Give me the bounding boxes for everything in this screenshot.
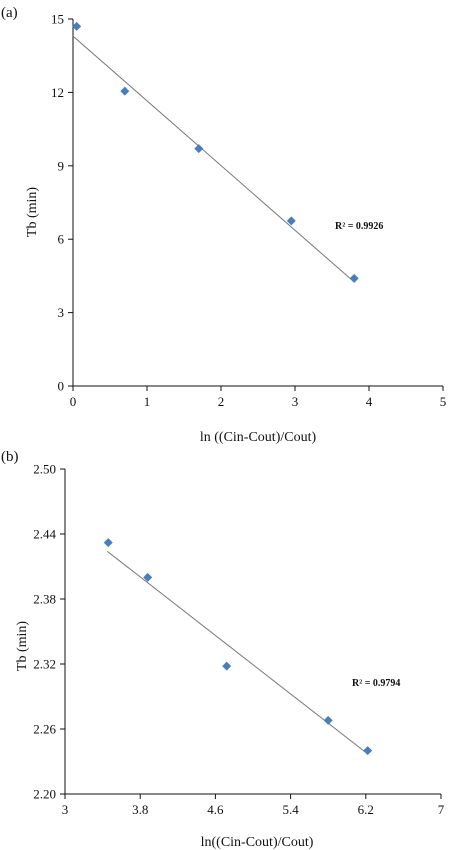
panel-b-r2-annotation: R² = 0.9794 (352, 678, 400, 689)
panel-a-y-tick-label: 3 (58, 305, 65, 320)
panel-b-data-point (222, 661, 232, 671)
panel-b-x-tick-label: 4.6 (207, 802, 224, 817)
panel-a-data-point (286, 216, 296, 226)
panel-b-y-ticks: 2.20 2.26 2.32 2.38 2.44 2.50 (33, 462, 65, 802)
panel-b-y-title: Tb (min) (15, 621, 30, 671)
panel-b-data-point (143, 572, 153, 582)
panel-b-y-tick-label: 2.26 (33, 722, 56, 737)
panel-b-x-tick-label: 7 (438, 802, 445, 817)
panel-a-x-tick-label: 0 (70, 394, 77, 409)
panel-a-data-point (349, 273, 359, 283)
panel-a-y-tick-label: 12 (51, 85, 64, 100)
panel-a-x-tick-label: 4 (366, 394, 373, 409)
panel-b-y-tick-label: 2.20 (33, 787, 56, 802)
panel-a-y-tick-label: 0 (58, 379, 65, 394)
panel-a-data-point (194, 144, 204, 154)
panel-a-points (72, 21, 359, 283)
panel-b: (b) 3 3.8 4.6 5.4 6.2 7 2.202.262.322.382.442… (1, 449, 445, 850)
panel-b-x-tick-label: 3.8 (132, 802, 148, 817)
panel-a-x-ticks: 0 1 2 3 4 5 (70, 386, 447, 409)
panel-a-r2-annotation: R² = 0.9926 (335, 221, 383, 232)
panel-b-data-point (323, 715, 333, 725)
panel-b-y-tick-label: 2.44 (33, 527, 56, 542)
panel-a-x-title: ln ((Cin-Cout)/Cout) (200, 430, 317, 445)
panel-a-trendline (72, 35, 355, 283)
panel-b-points (103, 538, 373, 756)
panel-b-x-tick-label: 5.4 (282, 802, 299, 817)
panel-b-x-tick-label: 6.2 (358, 802, 374, 817)
panel-a-data-point (72, 21, 82, 31)
panel-b-x-ticks: 3 3.8 4.6 5.4 6.2 7 (62, 794, 445, 817)
panel-a-x-tick-label: 1 (144, 394, 151, 409)
panel-a-y-tick-label: 9 (58, 158, 65, 173)
panel-a-data-point (120, 86, 130, 96)
panel-a-label: (a) (1, 5, 18, 21)
panel-b-y-tick-label: 2.32 (33, 657, 56, 672)
panel-a-x-tick-label: 3 (292, 394, 299, 409)
panel-a-y-ticks: 0 3 6 9 12 15 (51, 12, 73, 394)
panel-b-x-title: ln((Cin-Cout)/Cout) (201, 835, 314, 850)
panel-b-data-point (363, 746, 373, 756)
panel-b-y-tick-label: 2.50 (33, 462, 56, 477)
panel-a-y-tick-label: 15 (51, 12, 64, 27)
panel-a-y-title: Tb (min) (25, 187, 40, 237)
panel-b-data-point (103, 538, 113, 548)
panel-a-x-tick-label: 2 (218, 394, 225, 409)
panel-b-y-tick-label: 2.38 (33, 592, 56, 607)
panel-a-x-tick-label: 5 (440, 394, 447, 409)
panel-a-y-tick-label: 6 (58, 232, 65, 247)
panel-b-label: (b) (1, 449, 19, 465)
panel-b-x-tick-label: 3 (62, 802, 69, 817)
